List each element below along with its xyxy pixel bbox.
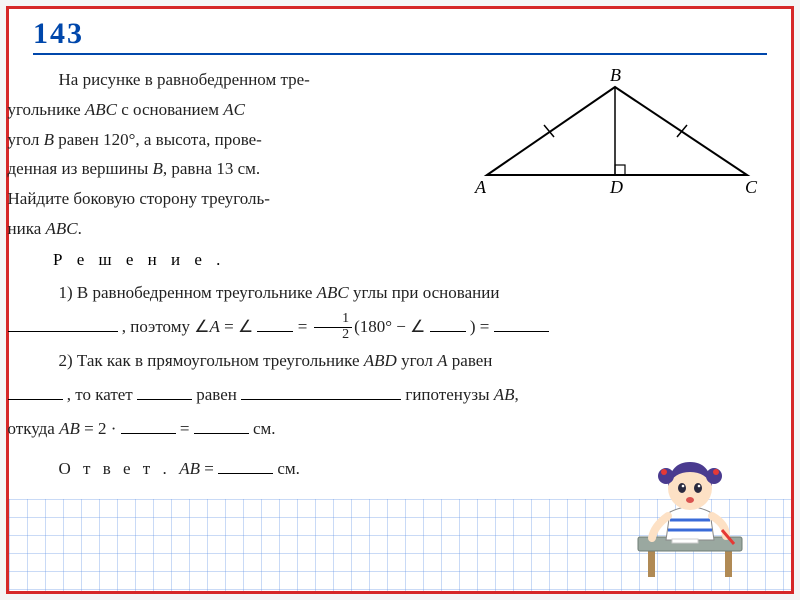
text: равен 120°, а высота, прове- (54, 130, 262, 149)
var-AB: AB (179, 459, 200, 478)
text: 1) В равнобедренном треугольнике (59, 283, 317, 302)
fraction-half: 12 (314, 312, 353, 342)
var-A: A (210, 317, 220, 336)
blank[interactable] (8, 385, 63, 399)
text: 2) Так как в прямоугольном треугольнике (59, 351, 364, 370)
label-C: C (745, 177, 758, 197)
var-A: A (437, 351, 447, 370)
angle-sym: ∠ (194, 317, 209, 336)
var-ABC: ABC (46, 219, 78, 238)
text: углы при основании (349, 283, 500, 302)
text: = (220, 317, 238, 336)
blank[interactable] (194, 419, 249, 433)
var-ABD: ABD (364, 351, 397, 370)
text: На рисунке в равнобедренном тре- (59, 70, 310, 89)
label-B: B (610, 65, 621, 85)
problem-number: 143 (33, 17, 767, 51)
student-character-icon (620, 452, 760, 582)
var-AB: AB (59, 419, 80, 438)
problem-statement: На рисунке в равнобедренном тре- угольни… (33, 65, 451, 244)
var-ABC: ABC (317, 283, 349, 302)
text: = (200, 459, 218, 478)
text: , поэтому (118, 317, 195, 336)
blank[interactable] (8, 317, 118, 331)
angle-sym: ∠ (410, 317, 425, 336)
solution-label: Р е ш е н и е . (53, 250, 767, 270)
angle-sym: ∠ (238, 317, 253, 336)
text: см. (249, 419, 276, 438)
var-B: B (44, 130, 54, 149)
text: равен (448, 351, 493, 370)
text: см. (273, 459, 300, 478)
blank[interactable] (257, 317, 293, 331)
text: равен (192, 385, 241, 404)
text: , (515, 385, 519, 404)
blank[interactable] (218, 459, 273, 473)
text: угол (8, 130, 44, 149)
problem-row: На рисунке в равнобедренном тре- угольни… (33, 65, 767, 244)
text: = (293, 317, 311, 336)
blank[interactable] (137, 385, 192, 399)
text: (180° − (354, 317, 410, 336)
text: угольнике (8, 100, 85, 119)
blank[interactable] (494, 317, 549, 331)
var-B: B (153, 159, 163, 178)
var-AC: AC (223, 100, 245, 119)
step-1: 1) В равнобедренном треугольнике ABC угл… (33, 276, 767, 344)
text: гипотенузы (401, 385, 494, 404)
text: = (176, 419, 194, 438)
text: угол (397, 351, 437, 370)
step-2: 2) Так как в прямоугольном треугольнике … (33, 344, 767, 446)
text: денная из вершины (8, 159, 153, 178)
text: ника (8, 219, 46, 238)
text: . (78, 219, 82, 238)
text: с основанием (117, 100, 223, 119)
answer-label: О т в е т . (59, 459, 171, 478)
text: откуда (8, 419, 60, 438)
var-ABC: ABC (85, 100, 117, 119)
label-D: D (609, 177, 623, 197)
var-AB: AB (494, 385, 515, 404)
blank[interactable] (241, 385, 401, 399)
blank[interactable] (430, 317, 466, 331)
text: , равна 13 см. (163, 159, 260, 178)
label-A: A (474, 177, 487, 197)
text: , то катет (63, 385, 137, 404)
text: ) = (466, 317, 494, 336)
blank[interactable] (121, 419, 176, 433)
triangle-diagram: A B C D (467, 65, 767, 205)
text: = 2 · (80, 419, 121, 438)
text: Найдите боковую сторону треуголь- (8, 189, 270, 208)
divider (33, 53, 767, 55)
